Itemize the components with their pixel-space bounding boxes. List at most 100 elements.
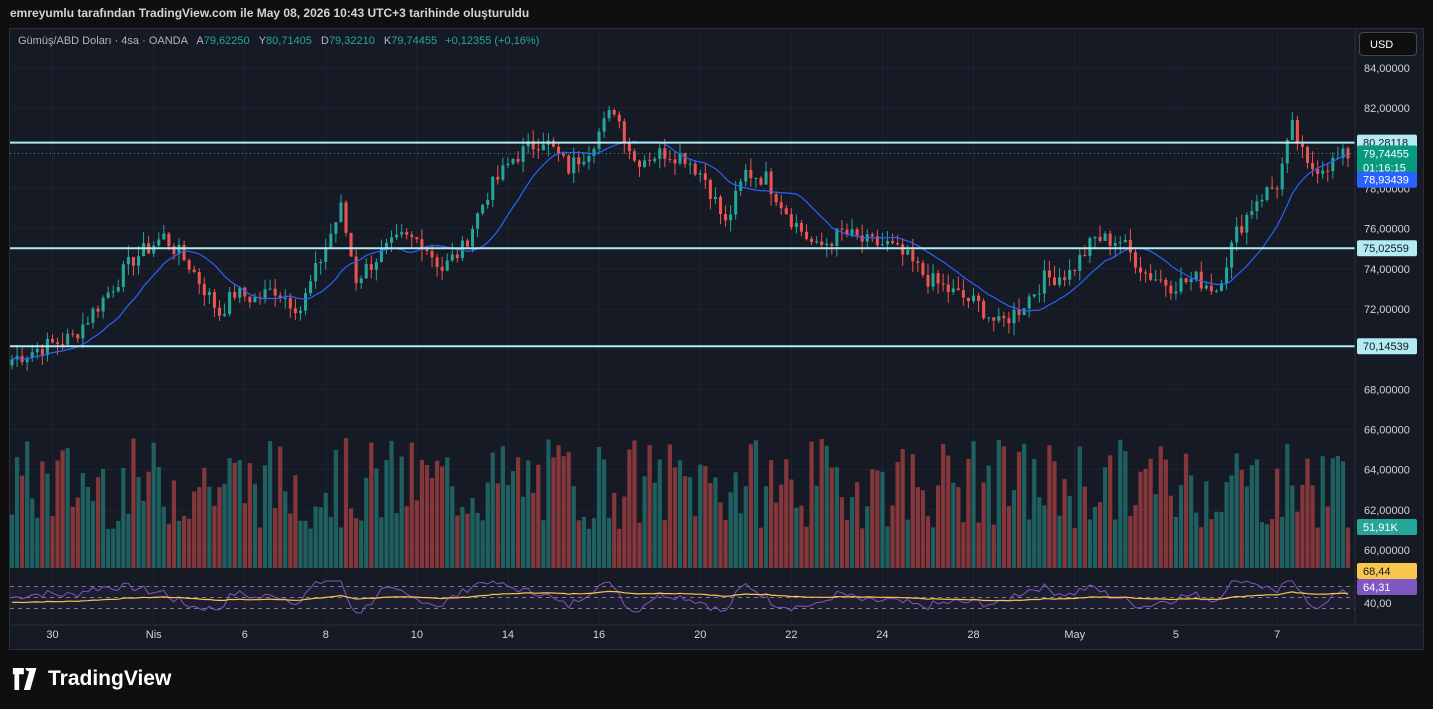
candle-body: [1149, 273, 1153, 280]
volume-bar: [880, 471, 885, 568]
volume-bar: [9, 514, 15, 568]
candle-body: [992, 317, 996, 321]
candle-body: [637, 160, 642, 167]
candle-body: [96, 308, 100, 312]
volume-bar: [596, 446, 602, 568]
volume-bar: [662, 520, 667, 568]
rsi-value-label-bg: [1357, 579, 1417, 595]
volume-bar: [333, 449, 338, 568]
tradingview-brand[interactable]: TradingView: [12, 667, 171, 691]
volume-bar: [293, 475, 298, 568]
volume-bar: [394, 513, 399, 568]
volume-bar: [682, 476, 688, 568]
volume-bar: [971, 441, 976, 568]
candle-body: [248, 296, 252, 303]
currency-button[interactable]: USD: [1359, 32, 1417, 56]
volume-bar: [343, 438, 349, 568]
volume-bar: [1158, 446, 1163, 568]
candle-body: [794, 222, 798, 228]
candle-body: [1113, 243, 1117, 246]
volume-bar: [743, 486, 748, 568]
price-tick-label: 60,00000: [1364, 545, 1410, 557]
volume-bar: [465, 513, 470, 568]
volume-bar: [515, 457, 521, 568]
candle-body: [648, 160, 652, 162]
candle-body: [1230, 242, 1234, 268]
time-tick-label: Nis: [146, 629, 162, 641]
candle-body: [526, 141, 530, 147]
candle-body: [749, 169, 753, 179]
volume-bar: [920, 490, 926, 568]
candle-body: [703, 173, 707, 181]
volume-bar: [1087, 519, 1093, 568]
candle-body: [273, 288, 277, 296]
rsi-pane: [10, 580, 1355, 614]
volume-bar: [1234, 453, 1239, 568]
rsi-ma-label-bg: [1357, 563, 1417, 579]
candle-body: [359, 278, 363, 284]
candle-body: [1290, 120, 1294, 141]
volume-bar: [672, 467, 678, 568]
volume-bar: [748, 444, 753, 568]
candle-body: [253, 297, 257, 303]
volume-bar: [126, 513, 131, 568]
volume-bar: [50, 516, 55, 568]
candle-body: [344, 202, 348, 233]
volume-bar: [753, 440, 759, 568]
candle-body: [946, 284, 950, 293]
price-tick-label: 68,00000: [1364, 384, 1410, 396]
volume-bar: [116, 520, 121, 568]
volume-bar: [1330, 458, 1335, 568]
volume-bar: [1118, 439, 1123, 568]
volume-bar: [849, 497, 855, 568]
candle-body: [157, 239, 161, 246]
volume-bar: [738, 513, 743, 568]
volume-bar: [784, 459, 789, 568]
volume-bar: [1290, 485, 1295, 568]
volume-bar: [804, 526, 809, 568]
volume-bar: [80, 473, 85, 568]
volume-bar: [571, 486, 576, 568]
candle-body: [804, 231, 809, 239]
volume-bar: [70, 506, 75, 568]
volume-bar: [824, 445, 829, 568]
candle-body: [779, 202, 783, 209]
candle-body: [1022, 308, 1026, 315]
candle-body: [521, 146, 525, 162]
volume-bar: [1325, 506, 1330, 568]
candle-body: [926, 274, 930, 287]
volume-bar: [1183, 453, 1189, 568]
candle-body: [1295, 120, 1299, 144]
candle-body: [830, 243, 834, 246]
candle-body: [106, 292, 110, 298]
candle-body: [415, 237, 419, 240]
candle-body: [116, 287, 120, 292]
volume-bar: [951, 482, 956, 568]
time-tick-label: 24: [876, 629, 888, 641]
volume-bar: [941, 443, 946, 568]
tradingview-logo-icon: [12, 668, 37, 690]
volume-bar: [667, 444, 672, 568]
volume-bar: [1077, 446, 1082, 568]
volume-bar: [237, 460, 242, 568]
volume-bar: [1011, 490, 1017, 568]
volume-bar: [733, 472, 738, 568]
volume-bar: [480, 520, 485, 568]
candle-body: [1184, 278, 1188, 283]
candle-body: [516, 158, 520, 162]
time-tick-label: May: [1064, 629, 1085, 641]
candle-body: [486, 199, 490, 205]
candle-body: [86, 322, 90, 325]
candle-body: [708, 180, 712, 199]
volume-bar: [1032, 458, 1037, 568]
volume-bar: [197, 487, 202, 568]
candle-body: [1336, 157, 1340, 159]
volume-bars: [9, 438, 1351, 568]
candle-body: [111, 291, 115, 293]
volume-bar: [991, 524, 996, 568]
volume-bar: [839, 497, 845, 568]
candle-body: [202, 283, 206, 296]
time-tick-label: 16: [593, 629, 605, 641]
price-tick-label: 40,00: [1364, 598, 1392, 610]
